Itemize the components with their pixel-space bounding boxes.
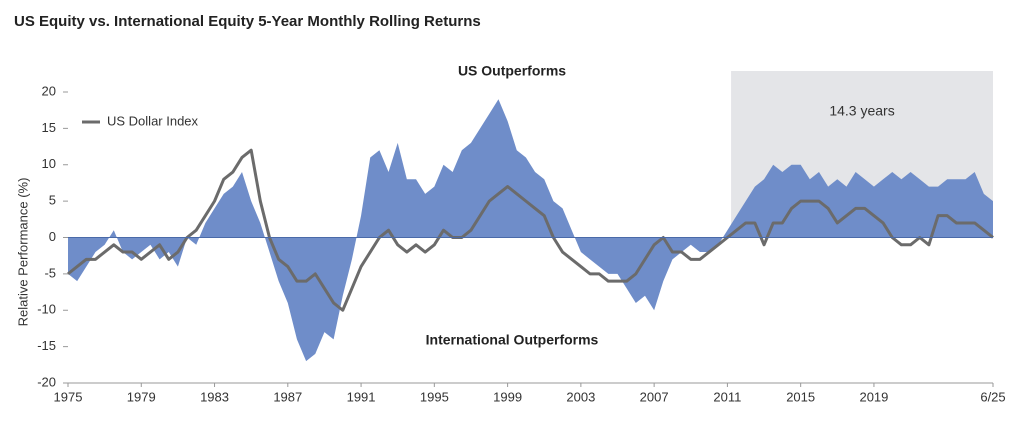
- annotation: International Outperforms: [426, 332, 599, 348]
- x-tick-label: 1999: [493, 389, 522, 404]
- highlight-label: 14.3 years: [829, 103, 894, 119]
- annotation: US Outperforms: [458, 63, 566, 79]
- legend-label: US Dollar Index: [107, 113, 199, 128]
- y-tick-label: -15: [37, 338, 56, 353]
- x-tick-label: 2007: [640, 389, 669, 404]
- line: [67, 148, 994, 312]
- x-tick-label: 1979: [127, 389, 156, 404]
- x-tick-label: 2015: [786, 389, 815, 404]
- y-tick-label: 0: [49, 229, 56, 244]
- x-tick-label: 1975: [54, 389, 83, 404]
- x-tick-label: 1991: [347, 389, 376, 404]
- y-tick-label: 5: [49, 193, 56, 208]
- y-tick-label: -10: [37, 302, 56, 317]
- y-tick-label: 20: [42, 83, 56, 98]
- y-tick-label: -5: [44, 265, 56, 280]
- y-axis-label: Relative Performance (%): [15, 178, 30, 327]
- y-tick-label: -20: [37, 374, 56, 389]
- chart-title: US Equity vs. International Equity 5-Yea…: [14, 13, 481, 30]
- x-tick-label: 2019: [859, 389, 888, 404]
- area: [68, 99, 993, 362]
- x-tick-label: 1995: [420, 389, 449, 404]
- x-tick-label: 1987: [273, 389, 302, 404]
- y-tick-label: 15: [42, 120, 56, 135]
- x-tick-label: 2003: [566, 389, 595, 404]
- y-tick-label: 10: [42, 156, 56, 171]
- x-tick-label: 6/25: [980, 389, 1005, 404]
- x-tick-label: 1983: [200, 389, 229, 404]
- x-tick-label: 2011: [713, 389, 741, 404]
